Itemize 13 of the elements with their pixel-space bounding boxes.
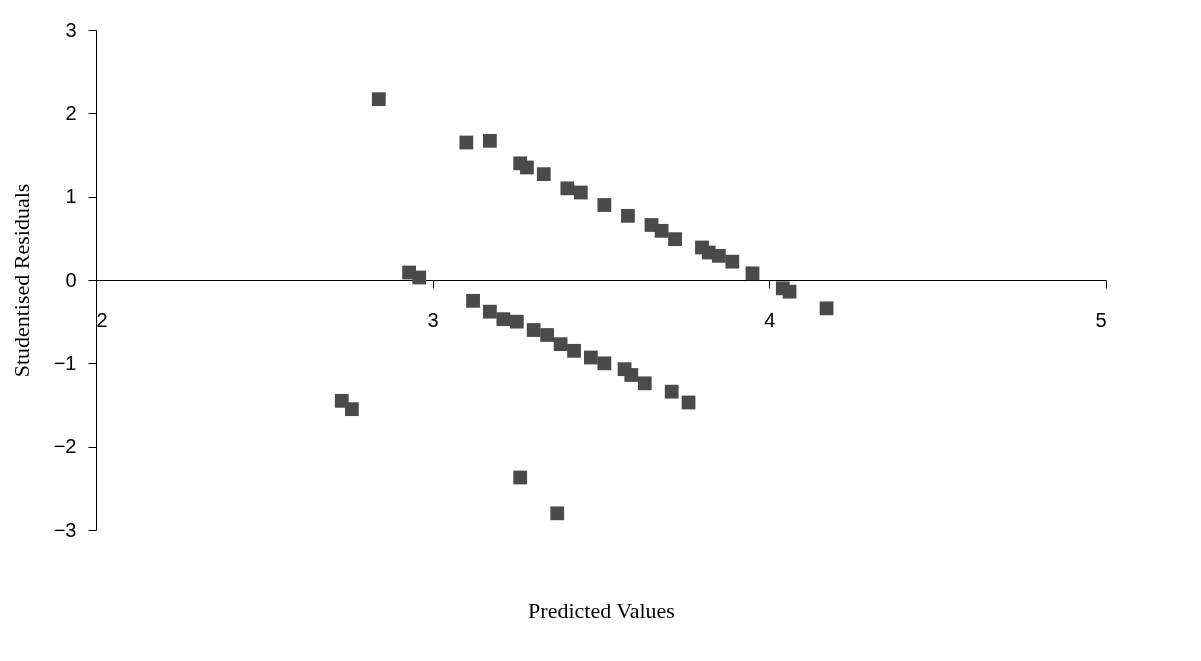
x-tick-label: 2 [96,308,108,331]
y-axis-title: Studentised Residuals [8,183,34,378]
x-tick-label: 5 [1095,308,1107,331]
y-tick-label: −3 [53,518,77,541]
y-tick-label: −2 [53,435,77,458]
x-tick-label: 4 [764,308,776,331]
y-tick-label: 1 [65,185,77,208]
y-tick-label: −1 [53,351,77,374]
y-tick-label: 2 [65,101,77,124]
x-axis-title: Predicted Values [528,597,675,623]
y-tick-label: 3 [65,18,77,41]
y-tick-label: 0 [65,268,77,291]
x-tick-label: 3 [427,308,439,331]
